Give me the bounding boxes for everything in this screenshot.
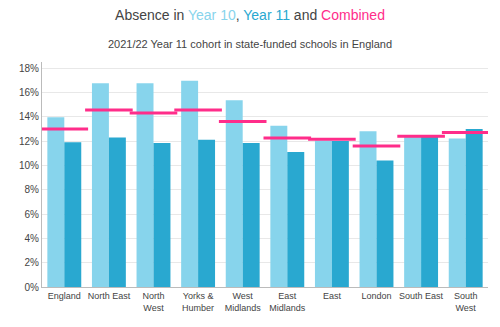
svg-text:Yorks &Humber: Yorks &Humber: [182, 291, 214, 313]
svg-text:North East: North East: [88, 291, 131, 301]
svg-text:10%: 10%: [19, 160, 39, 171]
svg-text:East: East: [323, 291, 342, 301]
svg-text:London: London: [361, 291, 391, 301]
svg-text:2021/22 Year 11 cohort in stat: 2021/22 Year 11 cohort in state-funded s…: [108, 38, 392, 50]
svg-text:NorthWest: NorthWest: [142, 291, 164, 313]
svg-text:14%: 14%: [19, 111, 39, 122]
svg-text:England: England: [48, 291, 81, 301]
svg-text:16%: 16%: [19, 87, 39, 98]
svg-text:8%: 8%: [25, 184, 40, 195]
svg-text:EastMidlands: EastMidlands: [269, 291, 306, 313]
svg-text:WestMidlands: WestMidlands: [225, 291, 262, 313]
svg-text:12%: 12%: [19, 136, 39, 147]
svg-text:18%: 18%: [19, 63, 39, 74]
svg-text:0%: 0%: [25, 282, 40, 293]
svg-text:South East: South East: [399, 291, 444, 301]
svg-text:SouthWest: SouthWest: [454, 291, 478, 313]
svg-text:6%: 6%: [25, 209, 40, 220]
svg-text:4%: 4%: [25, 233, 40, 244]
svg-text:Absence in Year 10, Year 11 an: Absence in Year 10, Year 11 and Combined: [115, 7, 385, 23]
svg-text:2%: 2%: [25, 257, 40, 268]
